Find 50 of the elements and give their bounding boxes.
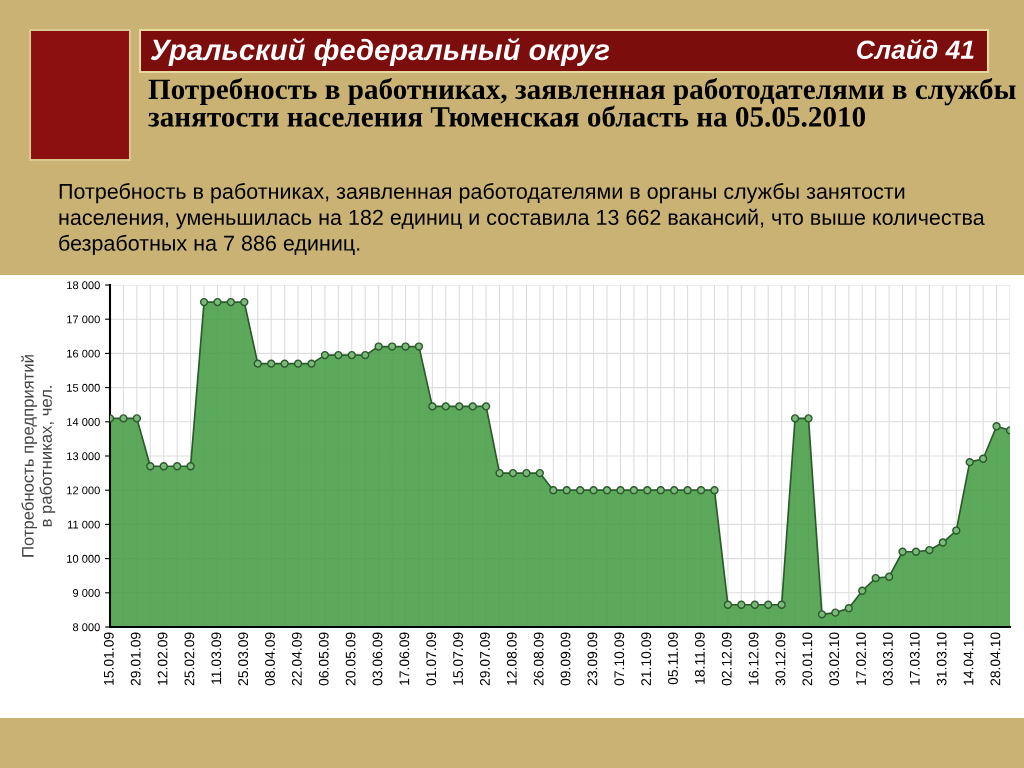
x-tick-label: 06.05.09 bbox=[318, 632, 329, 686]
y-tick-label: 10 000 bbox=[67, 554, 100, 563]
x-tick-label: 28.04.10 bbox=[990, 632, 1001, 686]
text: Уральский федеральный округ bbox=[150, 38, 610, 66]
x-tick-label: 30.12.09 bbox=[775, 632, 786, 686]
x-tick-label: 20.05.09 bbox=[345, 632, 356, 686]
x-tick-label: 01.07.09 bbox=[426, 632, 437, 686]
y-tick-label: 17 000 bbox=[67, 315, 100, 324]
x-tick-label: 03.02.10 bbox=[829, 632, 840, 686]
x-tick-label: 17.06.09 bbox=[399, 632, 410, 685]
x-tick-label: 17.02.10 bbox=[856, 632, 866, 685]
y-axis-title: Потребность предприятий в работниках, чел. bbox=[21, 355, 56, 557]
x-tick-label: 18.11.09 bbox=[694, 632, 705, 684]
x-tick-label: 15.07.09 bbox=[453, 632, 463, 685]
x-tick-label: 12.08.09 bbox=[506, 632, 517, 685]
y-tick-label: 8 000 bbox=[72, 623, 100, 632]
y-tick-label: 11 000 bbox=[67, 520, 100, 529]
x-tick-label: 31.03.10 bbox=[936, 632, 947, 686]
y-tick-label: 15 000 bbox=[67, 383, 100, 392]
chart-subtitle: Потребность в работниках, заявленная работодателями в органы службы занятости населения, уменьшилась на 182 единиц и составила 13 662 вакансий, что выше количества безработных на 7 886 единиц. bbox=[59, 183, 985, 256]
x-tick-label: 16.12.09 bbox=[748, 632, 759, 685]
x-tick-label: 25.02.09 bbox=[184, 632, 195, 686]
x-tick-label: 08.04.09 bbox=[265, 632, 275, 686]
x-tick-label: 02.12.09 bbox=[721, 632, 732, 686]
text: Слайд 41 bbox=[857, 39, 974, 60]
x-tick-label: 26.08.09 bbox=[533, 632, 544, 686]
x-tick-label: 15.01.09 bbox=[103, 632, 114, 685]
x-tick-label: 07.10.09 bbox=[614, 632, 625, 686]
x-tick-label: 03.03.10 bbox=[883, 632, 893, 686]
y-tick-label: 14 000 bbox=[67, 418, 100, 426]
chart-title: Потребность в работниках, заявленная работодателями в службы занятости населения Тюменская область на 05.05.2010 bbox=[148, 78, 1016, 127]
y-tick-label: 16 000 bbox=[67, 349, 100, 358]
x-tick-label: 23.09.09 bbox=[587, 632, 598, 686]
x-tick-label: 03.06.09 bbox=[372, 632, 383, 686]
y-tick-label: 18 000 bbox=[67, 281, 100, 290]
x-tick-label: 29.07.09 bbox=[480, 632, 490, 686]
y-tick-label: 13 000 bbox=[67, 452, 100, 461]
x-tick-label: 12.02.09 bbox=[157, 632, 168, 685]
x-tick-label: 17.03.10 bbox=[909, 632, 920, 685]
x-tick-label: 05.11.09 bbox=[668, 632, 678, 685]
x-tick-label: 09.09.09 bbox=[560, 632, 571, 686]
x-tick-label: 14.04.10 bbox=[963, 632, 974, 685]
x-tick-label: 11.03.09 bbox=[211, 632, 222, 684]
x-tick-label: 29.01.09 bbox=[130, 632, 141, 686]
x-tick-label: 21.10.09 bbox=[641, 632, 652, 686]
x-tick-label: 22.04.09 bbox=[291, 632, 302, 686]
x-tick-label: 20.01.10 bbox=[802, 632, 813, 686]
y-tick-label: 12 000 bbox=[67, 486, 100, 495]
y-tick-label: 9 000 bbox=[73, 589, 100, 597]
x-tick-label: 25.03.09 bbox=[238, 632, 249, 686]
